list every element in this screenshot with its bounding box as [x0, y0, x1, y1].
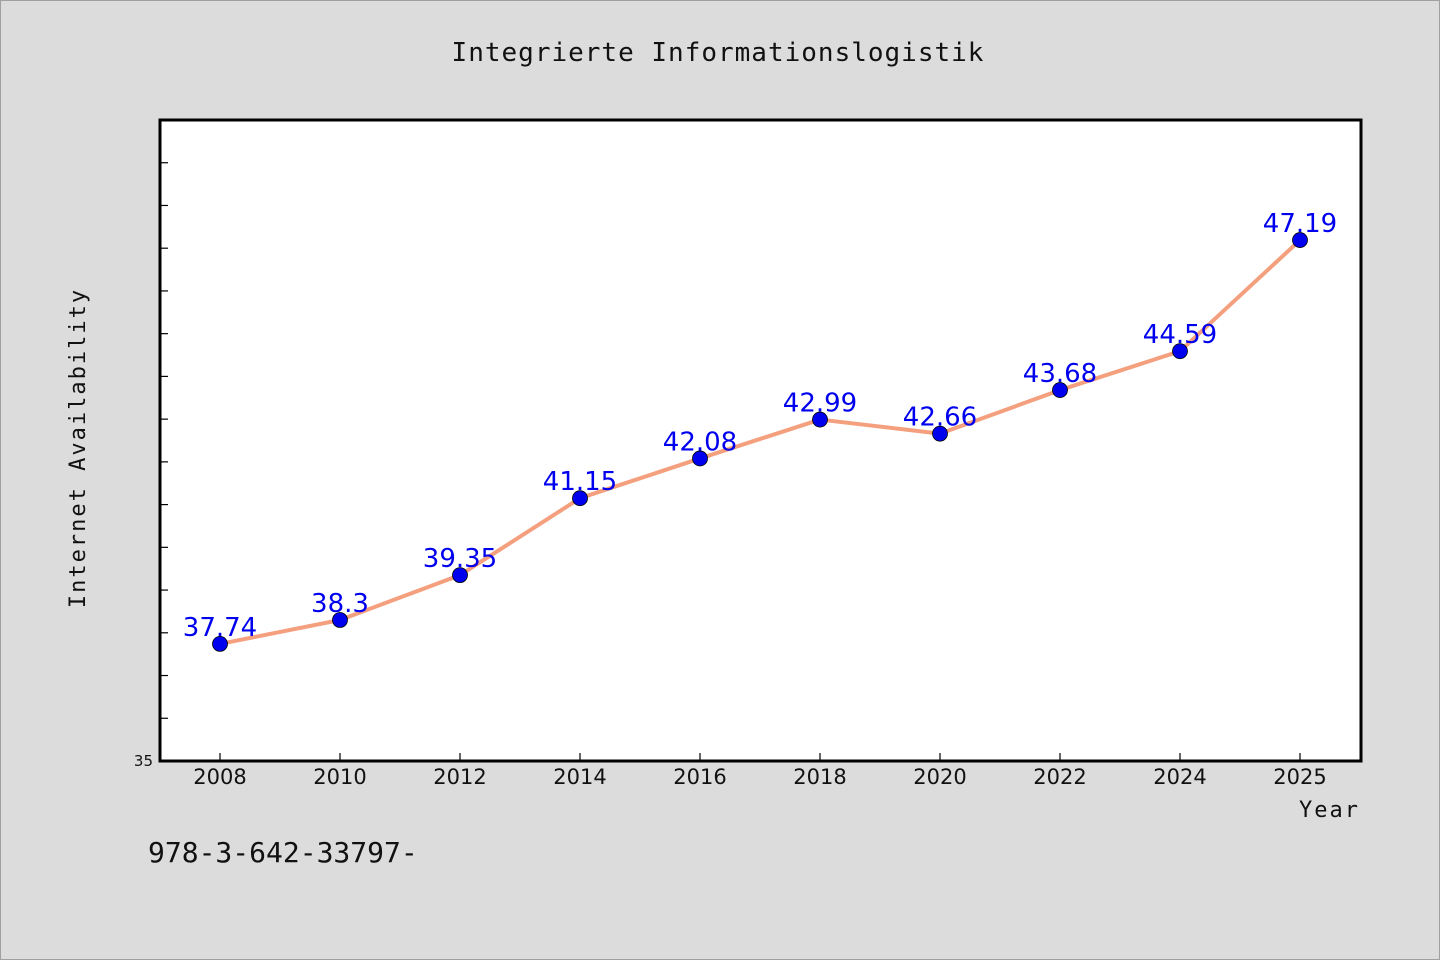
- data-point: [1292, 232, 1308, 248]
- x-axis-ticks: 2008 2010 2012 2014 2016 2018 2020 2022 2024 2025: [193, 753, 1327, 789]
- data-point: [452, 567, 468, 584]
- y-tick-label: 35: [134, 752, 153, 770]
- data-label: 43.68: [1023, 359, 1097, 389]
- x-tick-label: 2010: [313, 765, 366, 789]
- data-label: 42.99: [783, 389, 857, 419]
- data-point: [932, 425, 948, 442]
- data-label: 38.3: [311, 589, 369, 619]
- data-point: [212, 636, 228, 652]
- data-label: 44.59: [1143, 320, 1217, 350]
- data-point: [572, 490, 588, 507]
- data-point: [1172, 343, 1188, 360]
- x-tick-label: 2014: [553, 765, 606, 789]
- data-point: [1052, 382, 1068, 398]
- series-markers: [212, 232, 1308, 652]
- data-label: 42.66: [903, 403, 977, 433]
- data-label: 47.19: [1263, 209, 1337, 239]
- data-point: [692, 450, 708, 467]
- data-label: 42.08: [663, 427, 737, 457]
- data-label: 39.35: [423, 544, 497, 574]
- data-point: [332, 612, 348, 628]
- x-tick-label: 2024: [1153, 765, 1206, 789]
- x-tick-label: 2022: [1033, 765, 1086, 789]
- y-axis-title: Internet Availability: [66, 288, 91, 608]
- isbn-text: 978-3-642-33797-: [148, 836, 418, 869]
- x-tick-label: 2016: [673, 765, 726, 789]
- x-tick-label: 2008: [193, 765, 246, 789]
- data-label: 37.74: [183, 613, 257, 643]
- x-tick-label: 2012: [433, 765, 486, 789]
- series-line: [219, 238, 1302, 646]
- data-point: [812, 411, 828, 428]
- x-tick-label: 2018: [793, 765, 846, 789]
- x-tick-label: 2025: [1273, 765, 1326, 789]
- x-axis-title: Year: [1299, 798, 1360, 823]
- chart-title: Integrierte Informationslogistik: [452, 38, 985, 68]
- data-label: 41.15: [543, 467, 617, 497]
- x-tick-label: 2020: [913, 765, 966, 789]
- plot-border: [158, 118, 1363, 763]
- data-labels: 37.74 38.3 39.35 41.15 42.08 42.99 42.66 43.68 4…: [183, 209, 1337, 643]
